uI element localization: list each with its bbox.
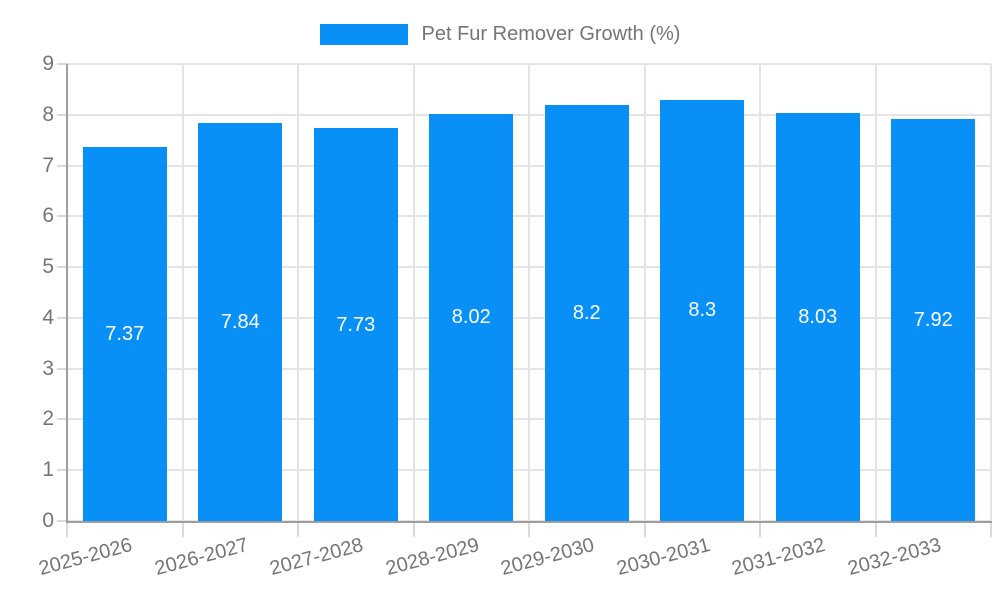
- y-tick: [57, 418, 67, 421]
- y-tick: [57, 266, 67, 269]
- y-tick-label: 3: [42, 356, 54, 380]
- bar-value-label: 7.84: [220, 310, 260, 333]
- bar-value-label: 7.73: [336, 313, 376, 336]
- x-tick: [874, 522, 877, 537]
- x-tick-label: 2030-2031: [614, 533, 713, 580]
- bar-value-label: 8.2: [572, 301, 601, 324]
- x-tick: [66, 522, 68, 537]
- y-tick: [57, 520, 67, 522]
- bar-value-label: 8.3: [688, 299, 717, 322]
- x-tick: [990, 522, 992, 537]
- y-tick: [57, 215, 67, 218]
- legend[interactable]: Pet Fur Remover Growth (%): [0, 23, 1000, 46]
- y-tick: [57, 469, 67, 472]
- x-tick-label: 2026-2027: [152, 533, 251, 580]
- x-grid-line: [643, 64, 646, 521]
- y-tick: [57, 316, 67, 319]
- bar[interactable]: [198, 122, 283, 521]
- y-tick-label: 2: [42, 407, 54, 431]
- y-tick-label: 8: [42, 102, 54, 126]
- y-tick: [57, 367, 67, 370]
- x-tick-label: 2031-2032: [729, 533, 828, 580]
- y-tick-label: 5: [42, 255, 54, 279]
- y-tick: [57, 164, 67, 167]
- x-tick-label: 2027-2028: [267, 533, 366, 580]
- x-grid-line: [297, 64, 299, 521]
- y-tick-label: 6: [42, 204, 54, 228]
- legend-label[interactable]: Pet Fur Remover Growth (%): [421, 23, 681, 45]
- bar[interactable]: [891, 118, 976, 521]
- x-grid-line: [528, 64, 530, 521]
- y-tick-label: 7: [42, 153, 54, 177]
- bar-value-label: 7.92: [913, 308, 953, 331]
- x-tick: [297, 522, 299, 537]
- y-tick-label: 9: [42, 52, 54, 75]
- x-tick-label: 2025-2026: [36, 533, 135, 580]
- legend-swatch[interactable]: [319, 24, 408, 45]
- y-tick-label: 4: [42, 305, 54, 329]
- x-tick-label: 2028-2029: [383, 533, 482, 580]
- bar[interactable]: [660, 99, 745, 521]
- x-tick-label: 2029-2030: [498, 533, 597, 580]
- bar-value-label: 8.02: [451, 306, 491, 329]
- x-tick: [759, 522, 761, 537]
- x-tick-label: 2032-2033: [845, 533, 944, 580]
- x-tick: [643, 522, 646, 537]
- x-grid-line: [759, 64, 761, 521]
- x-tick: [528, 522, 530, 537]
- bar[interactable]: [313, 128, 398, 521]
- x-grid-line: [990, 64, 992, 521]
- y-tick: [57, 113, 67, 116]
- y-tick-label: 1: [42, 458, 54, 482]
- y-axis-line: [66, 64, 68, 523]
- y-tick: [57, 63, 67, 65]
- bar-value-label: 7.37: [105, 322, 145, 345]
- x-axis-line: [66, 521, 992, 523]
- x-grid-line: [181, 64, 184, 521]
- x-tick: [412, 522, 415, 537]
- y-tick-label: 0: [42, 509, 54, 532]
- bar[interactable]: [429, 113, 514, 521]
- bar[interactable]: [82, 146, 167, 521]
- x-tick: [181, 522, 184, 537]
- bar-value-label: 8.03: [798, 306, 838, 329]
- x-grid-line: [874, 64, 877, 521]
- x-grid-line: [412, 64, 415, 521]
- bar[interactable]: [544, 104, 629, 521]
- bar[interactable]: [775, 113, 860, 521]
